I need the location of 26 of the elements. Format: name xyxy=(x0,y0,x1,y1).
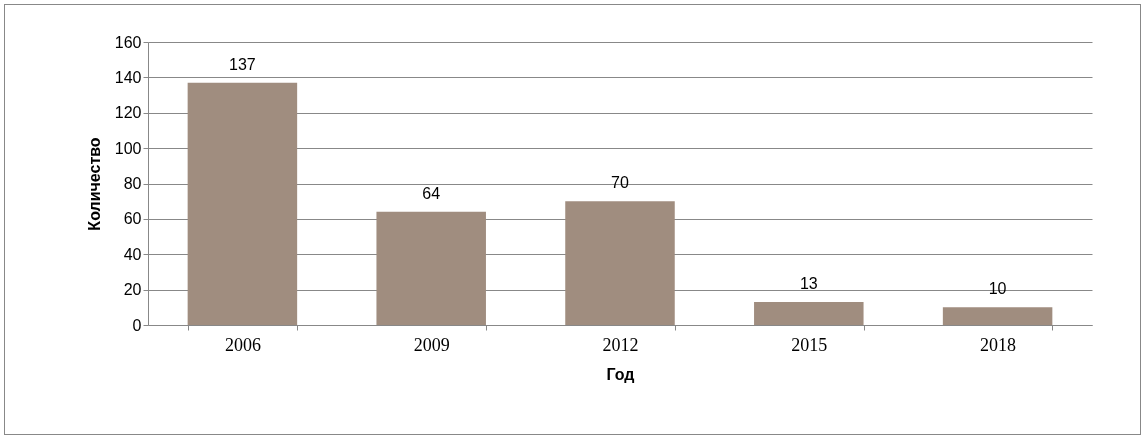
data-label: 70 xyxy=(611,174,629,192)
y-tick-label: 120 xyxy=(114,104,142,122)
bar xyxy=(187,82,298,325)
x-axis-title: Год xyxy=(606,365,635,383)
data-label: 137 xyxy=(229,55,256,73)
data-label: 13 xyxy=(799,275,818,293)
x-tick-label: 2018 xyxy=(980,334,1017,355)
y-tick-label: 60 xyxy=(123,210,142,228)
x-tick-label: 2009 xyxy=(413,334,450,355)
y-tick-label: 40 xyxy=(123,245,142,263)
y-tick-label: 100 xyxy=(114,139,142,157)
data-label: 10 xyxy=(988,280,1007,298)
y-tick-label: 20 xyxy=(123,281,142,299)
y-tick-label: 80 xyxy=(123,175,142,192)
x-tick-label: 2012 xyxy=(602,334,639,355)
y-tick-label: 160 xyxy=(114,33,142,51)
bar xyxy=(942,307,1053,325)
x-tick-label: 2015 xyxy=(791,334,828,355)
bar xyxy=(754,302,864,325)
x-tick-label: 2006 xyxy=(224,334,261,355)
y-tick-label: 140 xyxy=(114,68,142,86)
data-label: 64 xyxy=(422,184,441,202)
bar xyxy=(565,201,675,325)
bar xyxy=(376,211,486,325)
y-tick-label: 0 xyxy=(132,316,142,334)
y-axis-title: Количество xyxy=(85,137,103,231)
